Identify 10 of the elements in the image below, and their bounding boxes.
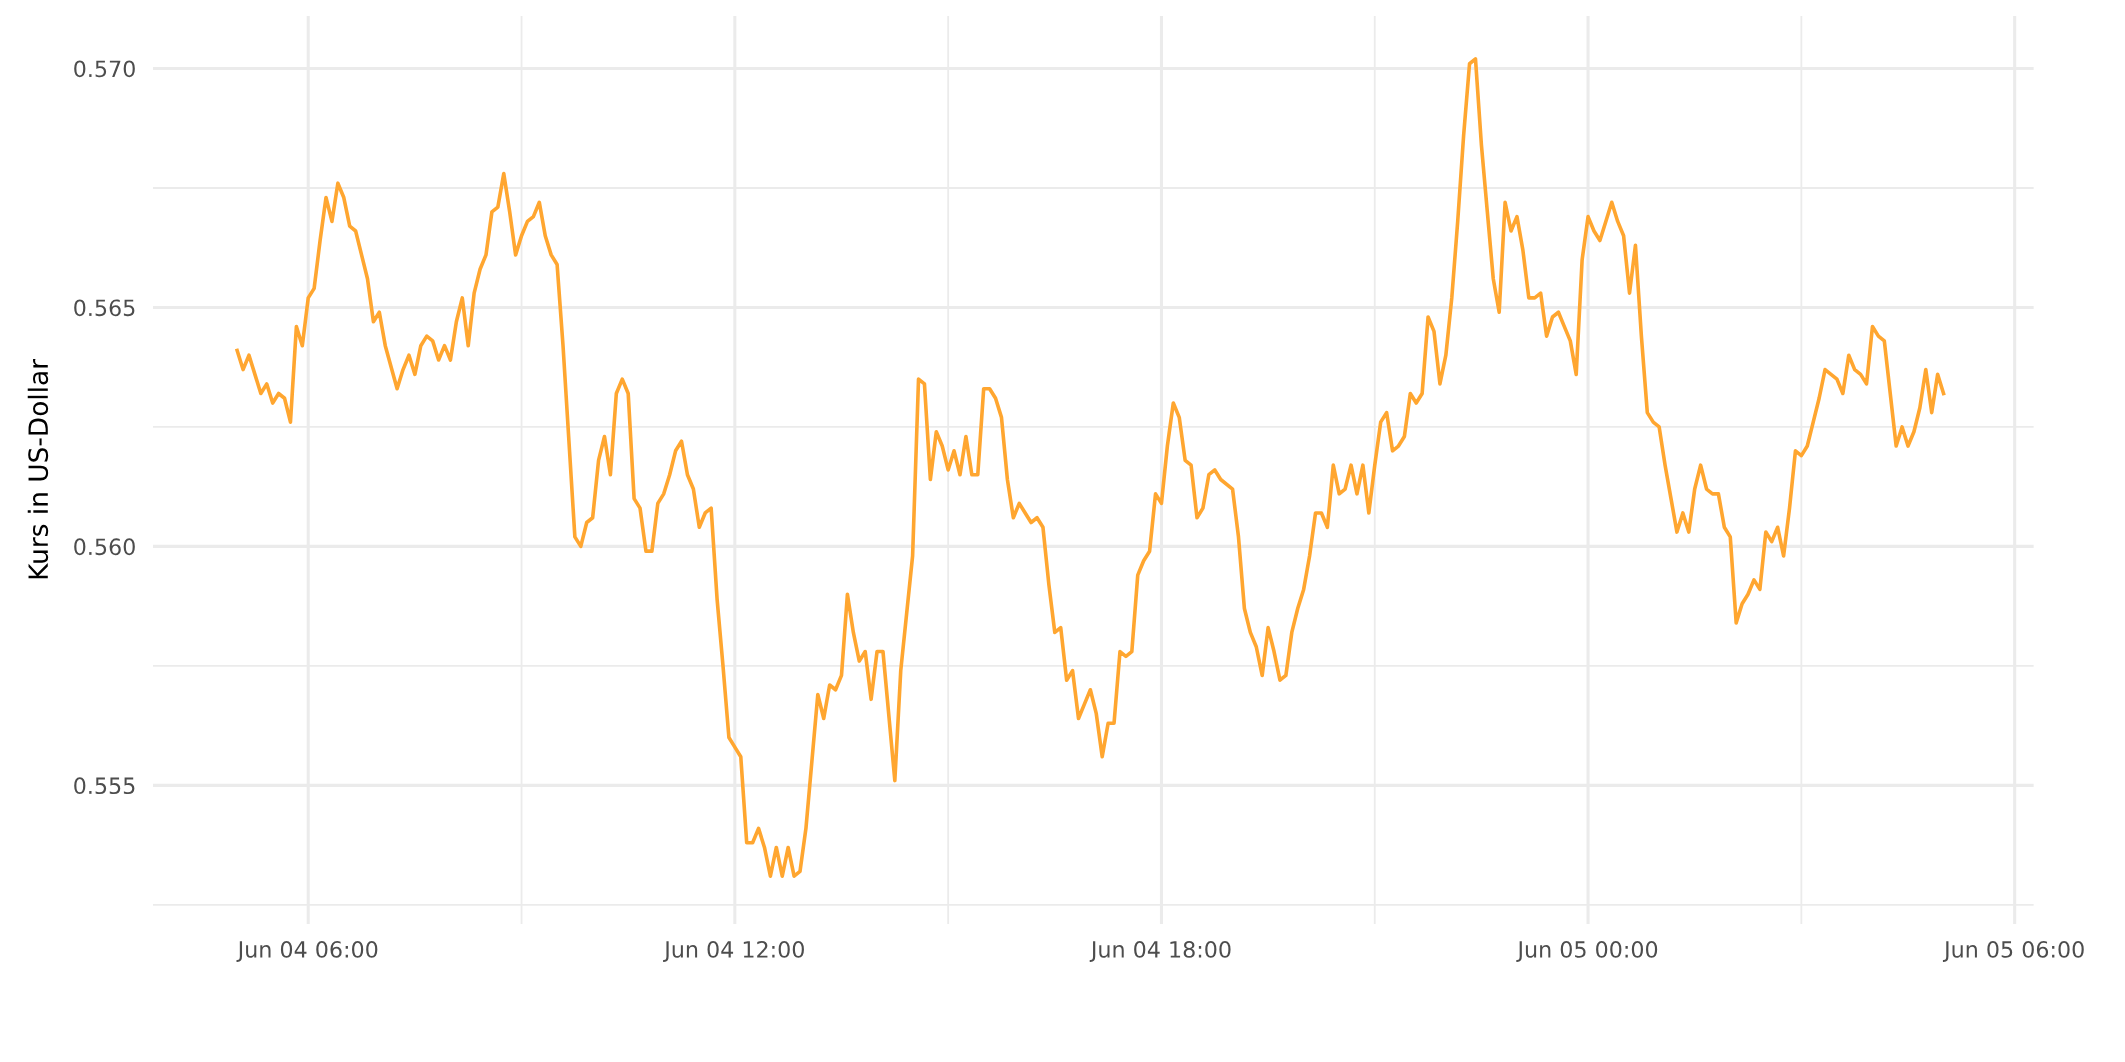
x-tick-label: Jun 04 12:00	[663, 941, 804, 962]
y-tick-label: 0.565	[74, 299, 135, 317]
y-tick-label: 0.560	[74, 538, 135, 556]
x-tick-label: Jun 04 18:00	[1089, 941, 1231, 962]
y-tick-label: 0.570	[74, 60, 135, 78]
y-axis-title: Kurs in US-Dollar	[27, 358, 49, 579]
x-tick-label: Jun 04 06:00	[236, 941, 378, 962]
y-tick-label: 0.555	[74, 777, 135, 795]
x-tick-label: Jun 05 00:00	[1516, 941, 1658, 962]
x-tick-label: Jun 05 06:00	[1942, 941, 2084, 962]
